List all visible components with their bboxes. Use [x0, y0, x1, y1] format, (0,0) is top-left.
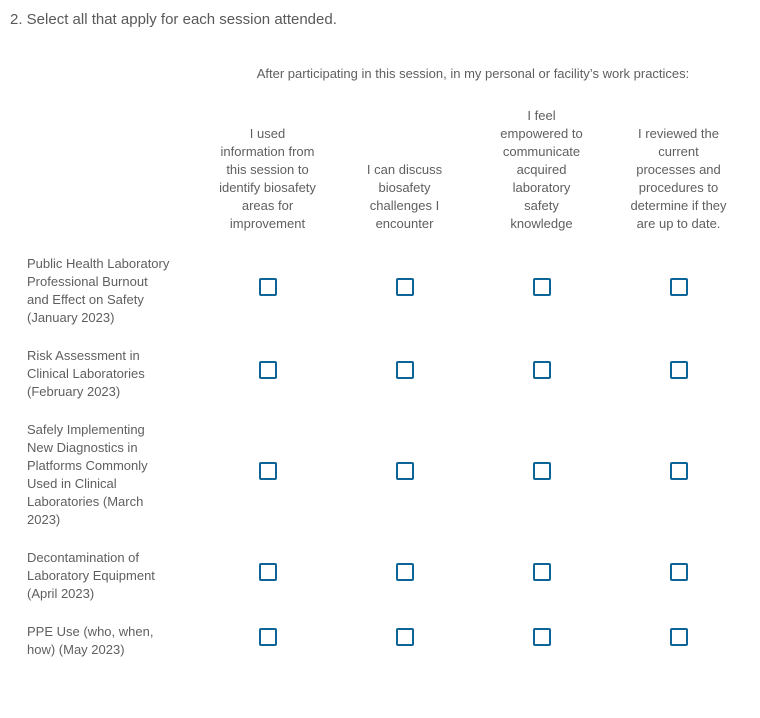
checkbox-cell	[336, 563, 473, 585]
checkbox-cell	[473, 563, 610, 585]
checkbox-r2-c4[interactable]	[669, 361, 688, 379]
matrix-instruction: After participating in this session, in …	[256, 66, 690, 81]
checkbox-cell	[473, 462, 610, 484]
checkbox-r2-c2[interactable]	[395, 361, 414, 379]
checkbox-cell	[199, 462, 336, 484]
checkbox-r1-c3[interactable]	[532, 278, 551, 296]
row-label: Decontamination of Laboratory Equipment …	[27, 550, 155, 601]
checkbox-cell	[336, 361, 473, 383]
column-header-discuss-challenges: I can discuss biosafety challenges I enc…	[366, 162, 443, 231]
checkbox-cell	[610, 361, 747, 383]
checkbox-r3-c2[interactable]	[395, 462, 414, 480]
checkbox-r4-c2[interactable]	[395, 563, 414, 581]
checkbox-r1-c1[interactable]	[258, 278, 277, 296]
matrix-row-ppe-use: PPE Use (who, when, how) (May 2023)	[0, 623, 760, 659]
checkbox-cell	[473, 278, 610, 300]
checkbox-r3-c4[interactable]	[669, 462, 688, 480]
checkbox-r1-c4[interactable]	[669, 278, 688, 296]
checkbox-cell	[610, 462, 747, 484]
matrix-row-risk-assessment: Risk Assessment in Clinical Laboratories…	[0, 347, 760, 401]
checkbox-cell	[199, 361, 336, 383]
checkbox-r4-c1[interactable]	[258, 563, 277, 581]
checkbox-cell	[336, 278, 473, 300]
row-label: PPE Use (who, when, how) (May 2023)	[27, 624, 154, 657]
checkbox-r5-c3[interactable]	[532, 628, 551, 646]
column-header-empowered-communicate: I feel empowered to communicate acquired…	[500, 108, 583, 231]
checkbox-r3-c3[interactable]	[532, 462, 551, 480]
checkbox-cell	[336, 462, 473, 484]
checkbox-matrix: After participating in this session, in …	[0, 65, 760, 659]
row-label: Risk Assessment in Clinical Laboratories…	[27, 348, 145, 399]
checkbox-cell	[610, 278, 747, 300]
checkbox-cell	[473, 628, 610, 650]
checkbox-r5-c4[interactable]	[669, 628, 688, 646]
matrix-instruction-row: After participating in this session, in …	[0, 65, 760, 83]
row-label: Safely Implementing New Diagnostics in P…	[27, 422, 148, 527]
survey-page: 2. Select all that apply for each sessio…	[0, 10, 760, 718]
checkbox-r2-c3[interactable]	[532, 361, 551, 379]
checkbox-r4-c3[interactable]	[532, 563, 551, 581]
checkbox-cell	[199, 563, 336, 585]
matrix-header-row: I used information from this session to …	[0, 107, 760, 233]
checkbox-cell	[336, 628, 473, 650]
checkbox-cell	[473, 361, 610, 383]
matrix-row-burnout: Public Health Laboratory Professional Bu…	[0, 255, 760, 327]
column-header-used-information: I used information from this session to …	[219, 126, 316, 231]
matrix-row-new-diagnostics: Safely Implementing New Diagnostics in P…	[0, 421, 760, 529]
row-label: Public Health Laboratory Professional Bu…	[27, 256, 170, 325]
checkbox-r2-c1[interactable]	[258, 361, 277, 379]
matrix-row-decontamination: Decontamination of Laboratory Equipment …	[0, 549, 760, 603]
checkbox-r5-c1[interactable]	[258, 628, 277, 646]
checkbox-r5-c2[interactable]	[395, 628, 414, 646]
column-header-reviewed-processes: I reviewed the current processes and pro…	[630, 126, 727, 231]
checkbox-cell	[610, 563, 747, 585]
checkbox-cell	[610, 628, 747, 650]
checkbox-r1-c2[interactable]	[395, 278, 414, 296]
checkbox-r3-c1[interactable]	[258, 462, 277, 480]
checkbox-r4-c4[interactable]	[669, 563, 688, 581]
checkbox-cell	[199, 628, 336, 650]
question-title: 2. Select all that apply for each sessio…	[10, 11, 337, 28]
checkbox-cell	[199, 278, 336, 300]
